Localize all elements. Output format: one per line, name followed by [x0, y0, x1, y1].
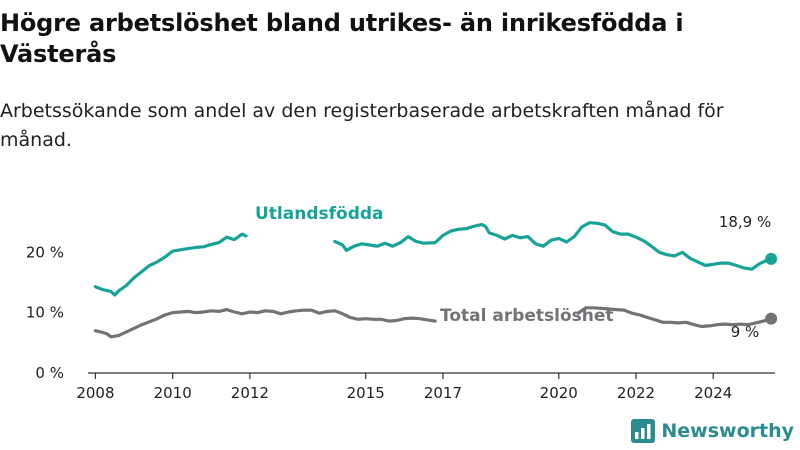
series-label-utlandsfodda: Utlandsfödda — [255, 204, 384, 224]
end-label-total: 9 % — [731, 323, 760, 341]
end-label-utlandsfodda: 18,9 % — [719, 213, 771, 231]
newsworthy-logo-icon — [631, 419, 656, 443]
x-tick-label: 2010 — [154, 384, 192, 402]
x-axis: 2008 2010 2012 2015 2017 2020 2022 2024 — [76, 372, 775, 402]
brand-name: Newsworthy — [661, 420, 794, 442]
line-chart: 0 % 10 % 20 % 2008 2010 2012 2015 2017 2020 2022… — [26, 204, 778, 402]
x-tick-label: 2008 — [76, 384, 114, 402]
end-point-total — [765, 312, 778, 325]
chart-title: Högre arbetslöshet bland utrikes- än inr… — [0, 9, 684, 68]
series-label-total: Total arbetslöshet — [440, 306, 614, 326]
x-tick-label: 2022 — [617, 384, 655, 402]
series-line-utlandsfodda — [93, 232, 248, 297]
y-axis: 0 % 10 % 20 % — [26, 243, 64, 382]
series-layer — [93, 221, 778, 339]
y-tick-label: 0 % — [35, 364, 64, 382]
end-point-utlandsfodda — [765, 252, 778, 265]
y-tick-label: 20 % — [26, 243, 64, 261]
x-tick-label: 2012 — [231, 384, 269, 402]
series-line-total — [576, 306, 773, 329]
x-tick-label: 2024 — [694, 384, 732, 402]
x-tick-label: 2020 — [540, 384, 578, 402]
series-line-total — [93, 308, 437, 339]
newsworthy-logo: Newsworthy — [631, 419, 794, 443]
chart-subtitle: Arbetssökande som andel av den registerb… — [0, 100, 724, 151]
x-tick-label: 2017 — [424, 384, 462, 402]
y-tick-label: 10 % — [26, 304, 64, 322]
series-line-utlandsfodda — [333, 221, 773, 271]
x-tick-label: 2015 — [347, 384, 385, 402]
